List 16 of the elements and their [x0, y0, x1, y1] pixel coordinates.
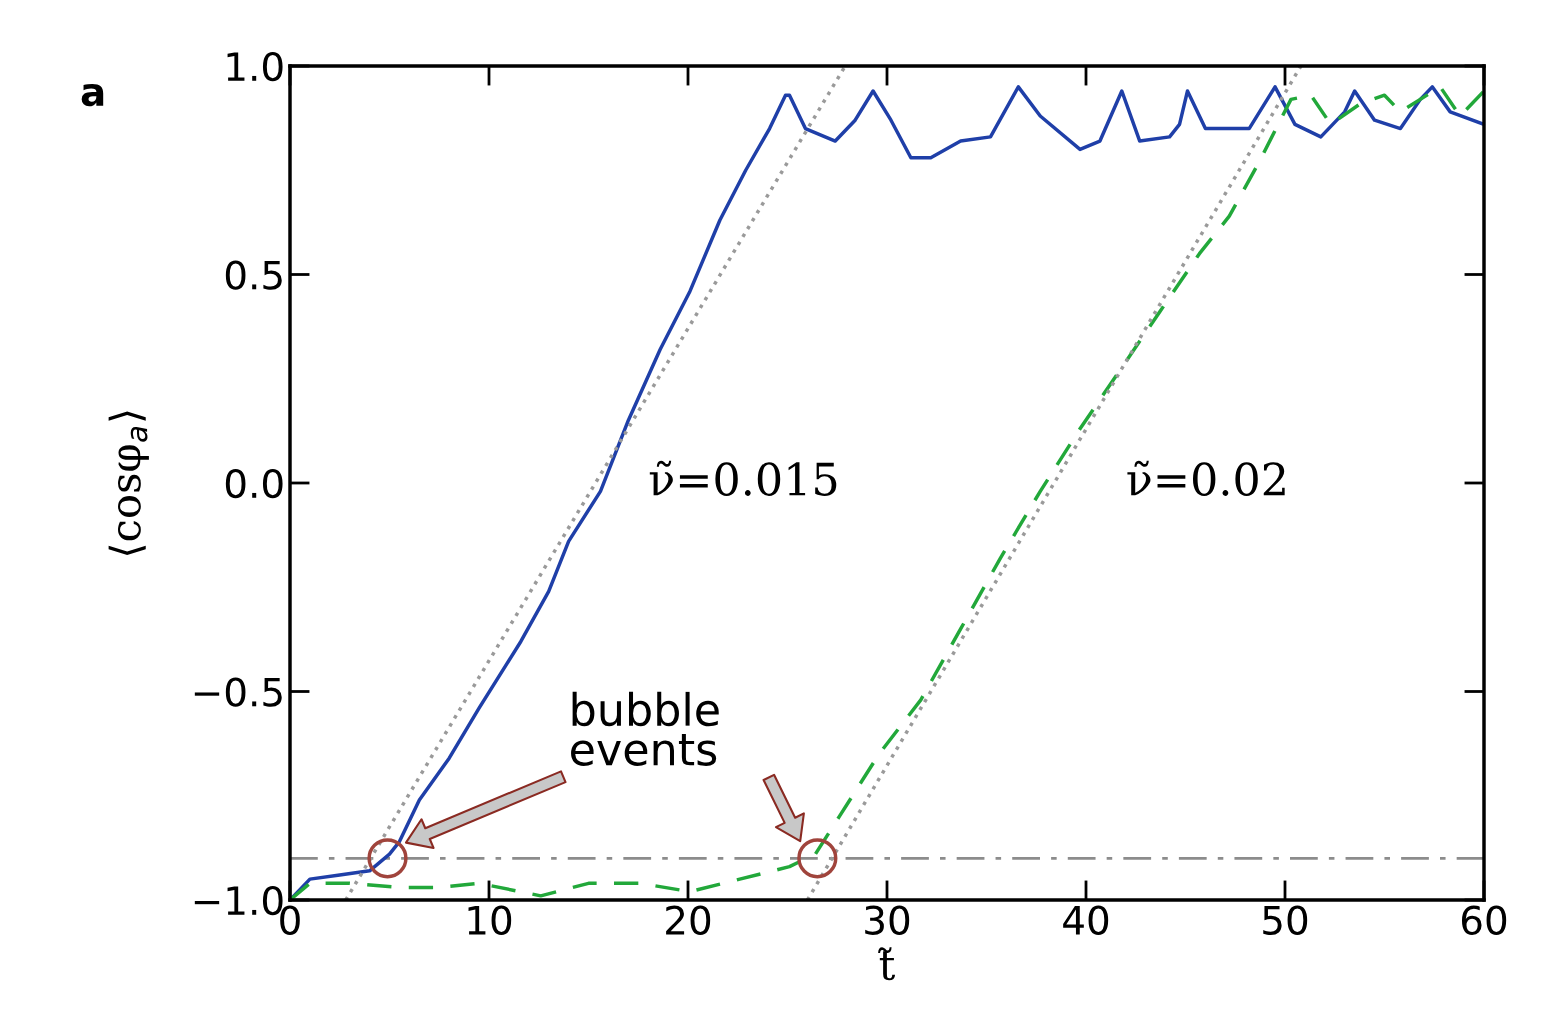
annotation: ν̃=0.015	[649, 460, 837, 496]
y-tick-label: 0.0	[225, 468, 283, 499]
y-tick-label: −0.5	[194, 677, 282, 707]
x-tick-label: 20	[666, 905, 711, 935]
x-tick-label: 30	[865, 905, 910, 935]
annotation: bubble events	[571, 691, 719, 766]
y-axis-title: ⟨cosφ$_{a}$⟩	[108, 411, 149, 555]
annotation: ν̃=0.02	[1127, 460, 1285, 496]
y-tick-label: 1.0	[227, 51, 283, 82]
x-tick-label: 60	[1461, 905, 1507, 935]
y-tick-label: 0.5	[225, 260, 282, 290]
x-tick-label: 50	[1263, 905, 1308, 935]
x-axis-title: t̃	[878, 947, 896, 981]
text: a	[81, 83, 104, 107]
x-tick-label: 10	[468, 905, 512, 935]
x-tick-label: 40	[1063, 905, 1109, 935]
